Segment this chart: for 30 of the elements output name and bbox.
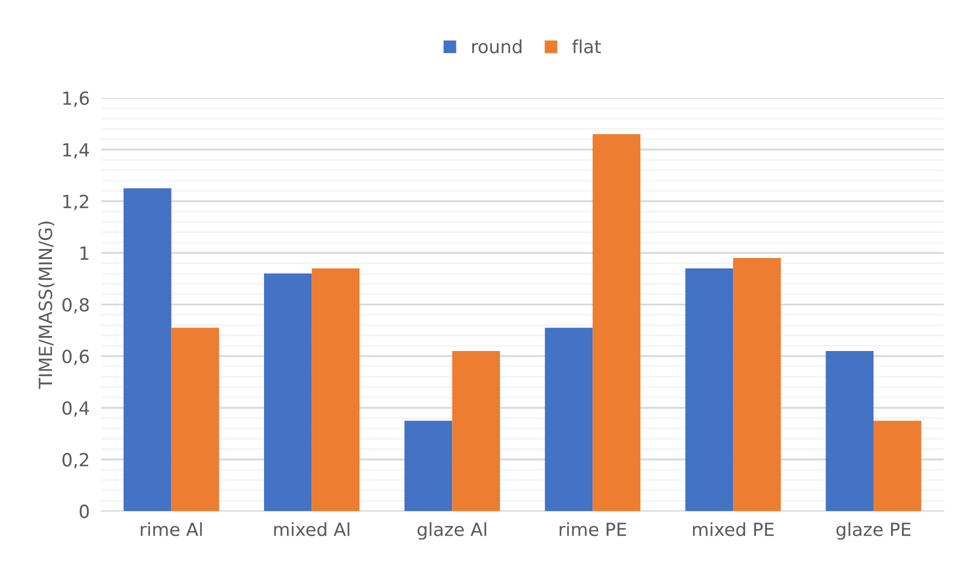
- bar: [264, 274, 312, 512]
- x-tick-label: glaze Al: [418, 522, 486, 540]
- bar: [685, 268, 734, 512]
- bar: [452, 350, 500, 512]
- bar: [592, 134, 640, 512]
- y-tick-label: 1,6: [63, 91, 89, 107]
- x-tick-label: glaze PE: [836, 522, 910, 540]
- legend-label: round: [472, 39, 522, 54]
- x-tick-label: mixed Al: [274, 522, 350, 536]
- bar: [733, 258, 781, 512]
- y-tick-label: 1: [80, 246, 88, 260]
- bar: [171, 328, 220, 512]
- bar: [874, 420, 922, 512]
- y-tick-label: 0,2: [62, 452, 88, 468]
- y-tick-label: 1,4: [63, 143, 89, 159]
- y-tick-label: 0,6: [62, 350, 89, 366]
- legend-label: flat: [572, 39, 601, 54]
- x-tick-label: rime Al: [140, 522, 202, 536]
- bar: [404, 420, 452, 512]
- y-axis-title: TIME/MASS(MIN/G): [38, 222, 54, 389]
- bar: [124, 188, 172, 512]
- x-tick-label: mixed PE: [693, 522, 774, 536]
- bar: [312, 268, 360, 512]
- y-tick-label: 1,2: [63, 194, 88, 210]
- bar: [544, 328, 593, 512]
- y-tick-label: 0,8: [62, 298, 89, 314]
- bar: [826, 350, 874, 512]
- y-tick-label: 0: [80, 504, 89, 518]
- y-tick-label: 0,4: [62, 401, 89, 417]
- x-tick-label: rime PE: [560, 522, 626, 536]
